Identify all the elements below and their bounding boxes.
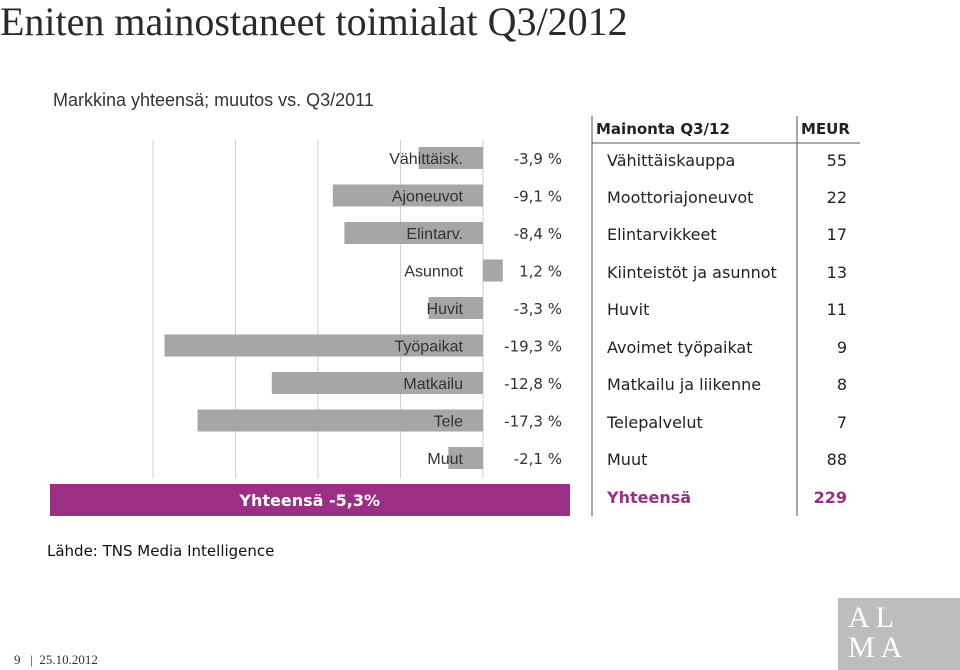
- bar-9: [448, 447, 483, 469]
- category-label: Asunnot: [404, 264, 463, 281]
- category-label: Työpaikat: [395, 339, 464, 356]
- table-row: Elintarvikkeet 17: [607, 223, 847, 247]
- chart-subtitle: Markkina yhteensä; muutos vs. Q3/2011: [53, 90, 374, 110]
- footer-separator: |: [23, 652, 37, 667]
- bar-1: [418, 147, 483, 169]
- total-bar: [50, 484, 570, 516]
- table-row: Kiinteistöt ja asunnot 13: [607, 261, 847, 285]
- footer-date: 25.10.2012: [39, 652, 98, 667]
- bar-2: [332, 184, 483, 207]
- value-label: -9,1 %: [514, 188, 562, 206]
- value-label: -19,3 %: [504, 338, 562, 356]
- bar-6: [164, 334, 484, 357]
- category-label: Ajoneuvot: [392, 189, 464, 206]
- table-row-label: Telepalvelut: [607, 413, 703, 432]
- logo-line-1: AL: [848, 601, 900, 634]
- category-label: Matkailu: [403, 376, 463, 393]
- table-row-value: 8: [836, 375, 847, 394]
- alma-logo: AL MA: [838, 598, 960, 670]
- table-header-label: Mainonta Q3/12: [596, 120, 730, 138]
- table-row: Telepalvelut 7: [607, 411, 847, 435]
- table-row: Avoimet työpaikat 9: [607, 336, 847, 360]
- table-row-value: 7: [836, 413, 847, 432]
- bar-3: [344, 222, 483, 244]
- table-row: Huvit 11: [607, 298, 847, 322]
- footer: 9 | 25.10.2012: [14, 652, 98, 668]
- category-label: Tele: [434, 414, 463, 431]
- table-row-label: Muut: [607, 450, 648, 469]
- table-total-label: Yhteensä: [607, 488, 692, 507]
- table-row-label: Kiinteistöt ja asunnot: [607, 263, 777, 282]
- table-row-label: Vähittäiskauppa: [607, 151, 736, 170]
- table-row: Muut 88: [607, 448, 847, 472]
- category-label: Elintarv.: [406, 226, 463, 243]
- value-label: -12,8 %: [504, 375, 562, 393]
- value-label: -2,1 %: [514, 450, 562, 468]
- table-row-label: Huvit: [607, 300, 650, 319]
- table-row-label: Matkailu ja liikenne: [607, 375, 762, 394]
- page-title: Eniten mainostaneet toimialat Q3/2012: [0, 0, 628, 44]
- table-row: Moottoriajoneuvot 22: [607, 186, 847, 210]
- value-label: -3,9 %: [514, 150, 562, 168]
- total-label: Yhteensä -5,3%: [238, 491, 380, 510]
- table-row-value: 9: [836, 338, 847, 357]
- category-label: Vähittäisk.: [389, 151, 463, 168]
- table-row-value: 55: [826, 151, 847, 170]
- value-label: -17,3 %: [504, 413, 562, 431]
- table-row-value: 13: [826, 263, 847, 282]
- table-row-value: 11: [826, 300, 847, 319]
- value-label: -8,4 %: [514, 225, 562, 243]
- category-label: Huvit: [427, 301, 464, 318]
- logo-line-2: MA: [848, 631, 909, 664]
- value-label: -3,3 %: [514, 300, 562, 318]
- chart-bars: Vähittäisk. -3,9 % Ajoneuvot -9,1 % Elintarv…: [50, 147, 570, 516]
- table-row-label: Moottoriajoneuvot: [607, 188, 754, 207]
- table-row-label: Elintarvikkeet: [607, 225, 717, 244]
- table-row-label: Avoimet työpaikat: [607, 338, 753, 357]
- bar-4: [483, 259, 503, 282]
- table-row-value: 88: [826, 450, 847, 469]
- table-row: Matkailu ja liikenne 8: [607, 373, 847, 397]
- table-header-unit: MEUR: [801, 120, 850, 138]
- bar-5: [428, 297, 483, 319]
- bar-8: [197, 409, 484, 432]
- category-label: Muut: [427, 451, 463, 468]
- table-row: Vähittäiskauppa 55: [607, 149, 847, 173]
- page-number: 9: [14, 652, 21, 667]
- table-lines: [591, 116, 860, 516]
- table-row-value: 17: [826, 225, 847, 244]
- table-total-row: Yhteensä 229: [607, 486, 847, 510]
- value-label: 1,2 %: [519, 263, 562, 281]
- table-total-value: 229: [813, 488, 847, 507]
- source-note: Lähde: TNS Media Intelligence: [47, 542, 275, 560]
- bar-7: [271, 372, 483, 394]
- table-row-value: 22: [826, 188, 847, 207]
